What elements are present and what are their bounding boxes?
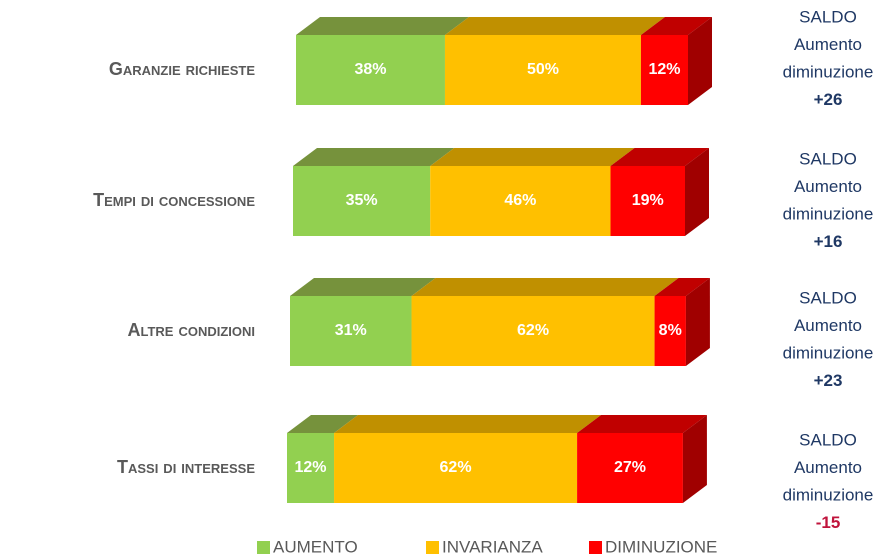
bar: [640, 35, 688, 105]
annotation: Aumento: [794, 458, 862, 477]
category-label: Tassi di interesse: [117, 457, 255, 477]
bar-top: [290, 278, 436, 296]
annotation: SALDO: [799, 288, 857, 307]
value-label: 62%: [517, 322, 549, 339]
value-label: 12%: [648, 61, 680, 78]
annotation: Aumento: [794, 177, 862, 196]
annotation: diminuzione: [783, 62, 874, 81]
legend-label: INVARIANZA: [442, 537, 543, 556]
bar-side: [685, 278, 710, 366]
category-label: Tempi di concessione: [93, 190, 255, 210]
category-label: Altre condizioni: [127, 320, 255, 340]
annotation: diminuzione: [783, 343, 874, 362]
value-label: 31%: [335, 322, 367, 339]
bar-top: [411, 278, 679, 296]
value-label: 35%: [346, 192, 378, 209]
bar: [610, 166, 685, 236]
value-label: 27%: [614, 459, 646, 476]
annotation: diminuzione: [783, 204, 874, 223]
bar-top: [444, 17, 665, 35]
annotation-value: -15: [816, 513, 841, 532]
bar: [654, 296, 686, 366]
bar-top: [430, 148, 635, 166]
value-label: 38%: [354, 61, 386, 78]
bar-top: [577, 415, 707, 433]
legend-swatch: [426, 541, 439, 554]
value-label: 46%: [504, 192, 536, 209]
bar: [411, 296, 655, 366]
annotation-value: +23: [814, 371, 843, 390]
annotation: SALDO: [799, 430, 857, 449]
value-label: 50%: [527, 61, 559, 78]
bar-top: [287, 415, 359, 433]
legend-label: AUMENTO: [273, 537, 358, 556]
value-label: 19%: [632, 192, 664, 209]
annotation: Aumento: [794, 316, 862, 335]
annotation: diminuzione: [783, 485, 874, 504]
bar-side: [685, 148, 709, 236]
bar: [444, 35, 641, 105]
annotation: SALDO: [799, 7, 857, 26]
bar-top: [334, 415, 602, 433]
bar: [334, 433, 578, 503]
bar: [293, 166, 431, 236]
bar-top: [640, 17, 712, 35]
annotation: Aumento: [794, 35, 862, 54]
annotation: SALDO: [799, 149, 857, 168]
value-label: 62%: [440, 459, 472, 476]
bar: [296, 35, 445, 105]
bar-side: [682, 415, 707, 503]
bar: [430, 166, 611, 236]
bar-top: [293, 148, 455, 166]
bar-top: [610, 148, 709, 166]
annotation-value: +16: [814, 232, 843, 251]
bar-top: [296, 17, 469, 35]
legend-swatch: [257, 541, 270, 554]
value-label: 8%: [659, 322, 682, 339]
category-label: Garanzie richieste: [109, 59, 255, 79]
legend-label: DIMINUZIONE: [605, 537, 717, 556]
bar: [287, 433, 335, 503]
legend-swatch: [589, 541, 602, 554]
bar: [290, 296, 412, 366]
annotation-value: +26: [814, 90, 843, 109]
bar-top: [654, 278, 710, 296]
value-label: 12%: [295, 459, 327, 476]
bar: [577, 433, 683, 503]
bar-side: [688, 17, 712, 105]
